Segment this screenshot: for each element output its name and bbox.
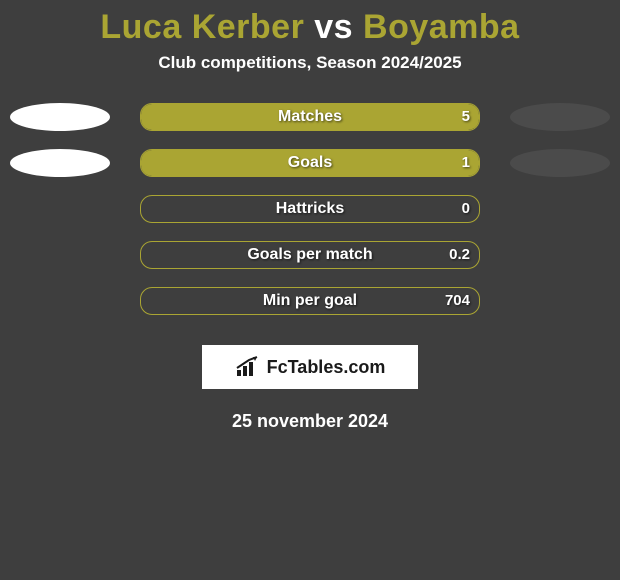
player1-name: Luca Kerber: [100, 8, 304, 46]
branding-text: FcTables.com: [267, 357, 386, 378]
subtitle: Club competitions, Season 2024/2025: [0, 53, 620, 103]
date-label: 25 november 2024: [0, 411, 620, 432]
page-title: Luca Kerber vs Boyamba: [0, 0, 620, 53]
stat-row-min-per-goal: Min per goal 704: [0, 287, 620, 315]
vs-separator: vs: [314, 8, 353, 46]
player2-indicator-icon: [510, 149, 610, 177]
stat-bar: [140, 103, 480, 131]
stat-row-hattricks: Hattricks 0: [0, 195, 620, 223]
player2-indicator-icon: [510, 103, 610, 131]
stat-row-goals-per-match: Goals per match 0.2: [0, 241, 620, 269]
chart-icon: [235, 356, 261, 378]
stat-bar: [140, 149, 480, 177]
branding-badge: FcTables.com: [202, 345, 418, 389]
player2-name: Boyamba: [363, 8, 520, 46]
stat-bar: [140, 241, 480, 269]
stat-row-goals: Goals 1: [0, 149, 620, 177]
stat-row-matches: Matches 5: [0, 103, 620, 131]
stat-bar: [140, 195, 480, 223]
player1-indicator-icon: [10, 103, 110, 131]
stat-bar: [140, 287, 480, 315]
stats-list: Matches 5 Goals 1 Hattricks 0 Goals per …: [0, 103, 620, 315]
stat-bar-fill: [141, 150, 479, 176]
player1-indicator-icon: [10, 149, 110, 177]
stat-bar-fill: [141, 104, 479, 130]
